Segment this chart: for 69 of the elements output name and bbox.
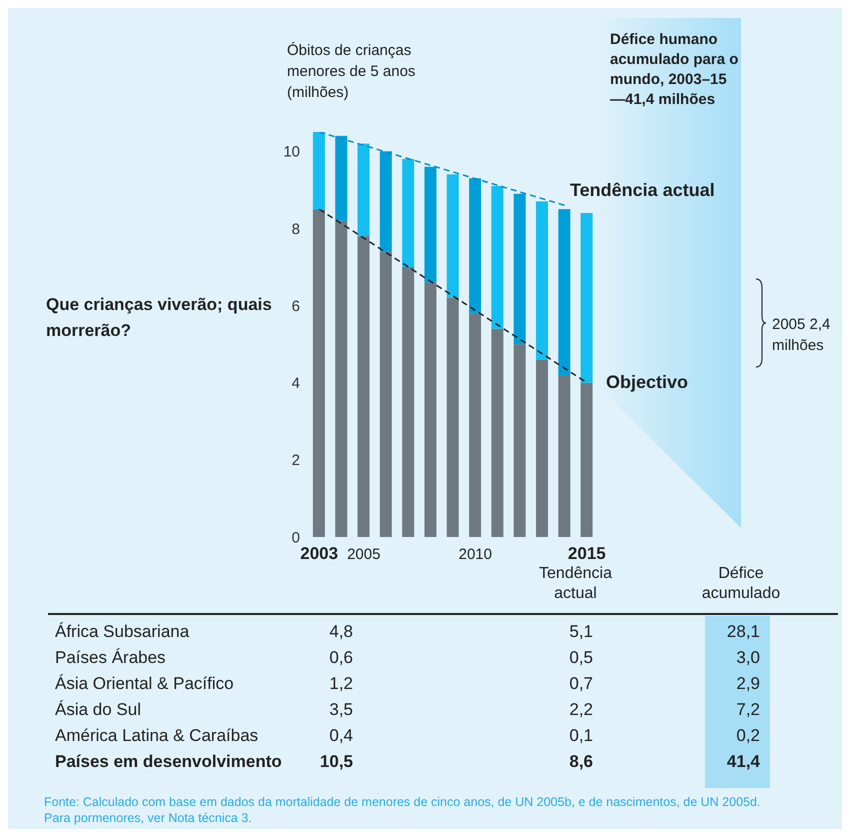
annotation: Tendência actual <box>570 180 715 201</box>
bar <box>491 186 504 329</box>
bar <box>335 220 348 537</box>
bar <box>424 166 436 282</box>
text: 5,1 <box>569 622 593 642</box>
text: Défice acumulado <box>700 564 782 604</box>
text: 0,1 <box>569 726 593 746</box>
text: 8,6 <box>569 752 593 772</box>
bar <box>358 236 370 537</box>
source-note: Fonte: Calculado com base em dados da mortalidade de menores de cinco anos, de UN 2005b, e de nascimentos, de UN 2005d. Para pormenores, ver Nota técnica 3. <box>44 794 762 826</box>
bar <box>580 382 593 537</box>
bar <box>469 313 482 537</box>
bar <box>424 282 436 537</box>
text: América Latina & Caraíbas <box>55 726 258 746</box>
text: Tendência actual <box>538 564 613 604</box>
y-tick-label: 0 <box>292 529 300 546</box>
text: 0,5 <box>569 648 593 668</box>
y-tick-label: 4 <box>292 375 300 392</box>
text: Ásia Oriental & Pacífico <box>55 674 234 694</box>
text: 28,1 <box>726 622 760 642</box>
x-tick-label: 2010 <box>458 546 492 563</box>
y-tick-label: 10 <box>283 144 300 161</box>
text: 4,8 <box>329 622 353 642</box>
bar <box>514 194 526 344</box>
text: 1,2 <box>329 674 353 694</box>
y-tick-label: 2 <box>292 452 300 470</box>
text: 0,6 <box>329 648 353 668</box>
text: Ásia do Sul <box>55 700 141 720</box>
text: 0,2 <box>736 726 760 746</box>
text: 2,2 <box>569 700 593 720</box>
bar <box>446 174 459 298</box>
y-tick-label: 6 <box>292 298 300 315</box>
bar <box>536 360 548 537</box>
bar <box>380 252 392 537</box>
y-axis-title: Óbitos de crianças menores de 5 anos (milhões) <box>287 41 416 103</box>
x-tick-label: 2003 <box>300 544 338 563</box>
bar <box>491 328 504 537</box>
text: 0,4 <box>329 726 353 746</box>
bar <box>312 132 325 210</box>
bar <box>402 267 414 537</box>
text: 2005 2,4 milhões <box>772 315 832 356</box>
bar <box>514 344 526 537</box>
text: 0,7 <box>569 674 593 694</box>
text: Países em desenvolvimento <box>55 752 282 772</box>
bar <box>536 201 548 360</box>
bar <box>469 178 482 314</box>
bar <box>335 136 348 221</box>
x-tick-label: 2005 <box>347 546 380 563</box>
text: 3,5 <box>329 700 353 720</box>
bar <box>312 209 325 537</box>
bar <box>580 213 593 383</box>
text: África Subsariana <box>55 622 190 642</box>
bar <box>446 298 459 537</box>
bar <box>358 144 370 236</box>
bar <box>558 375 570 537</box>
text: Países Árabes <box>55 648 166 668</box>
text: Objectivo <box>606 372 688 393</box>
text: 41,4 <box>726 752 760 772</box>
bar <box>402 159 414 267</box>
y-tick-label: 8 <box>292 220 300 238</box>
bar <box>558 209 570 375</box>
text: 2,9 <box>736 674 760 694</box>
bar <box>380 151 392 252</box>
x-tick-label: 2015 <box>568 544 606 563</box>
text: Défice humano acumulado para o mundo, 2003–15—41,4 milhões <box>610 30 740 110</box>
text: 10,5 <box>320 752 353 772</box>
text: 7,2 <box>736 700 760 720</box>
text: 3,0 <box>736 648 760 668</box>
text: Que crianças viverão; quais morrerão? <box>46 294 273 342</box>
